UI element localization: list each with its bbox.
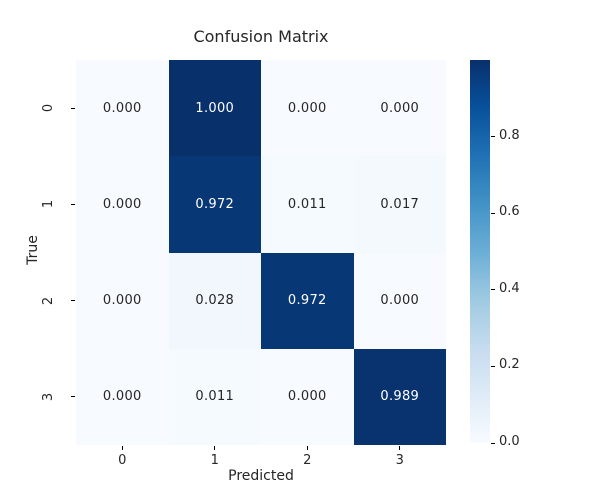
cell-value: 0.011 bbox=[287, 196, 327, 212]
colorbar-tick-mark bbox=[491, 212, 495, 214]
heatmap-cell-r3c0: 0.000 bbox=[76, 348, 169, 445]
cell-value: 0.011 bbox=[195, 389, 235, 405]
colorbar bbox=[470, 60, 490, 443]
heatmap-cell-r0c1: 1.000 bbox=[168, 60, 261, 157]
heatmap-cell-r0c2: 0.000 bbox=[261, 60, 354, 157]
colorbar-tick-label: 0.6 bbox=[499, 204, 520, 220]
heatmap-cell-r2c2: 0.972 bbox=[261, 252, 354, 349]
heatmap-cell-r2c1: 0.028 bbox=[168, 252, 261, 349]
x-tick-mark bbox=[121, 446, 123, 450]
heatmap-cell-r3c1: 0.011 bbox=[168, 348, 261, 445]
y-tick-mark bbox=[71, 107, 75, 109]
y-axis-label: True bbox=[25, 235, 41, 265]
cell-value: 0.972 bbox=[195, 196, 235, 212]
y-tick-label: 2 bbox=[41, 296, 56, 305]
y-tick-mark bbox=[71, 300, 75, 302]
cell-value: 0.000 bbox=[102, 293, 142, 309]
y-tick-mark bbox=[71, 203, 75, 205]
chart-title: Confusion Matrix bbox=[193, 27, 329, 46]
cell-value: 0.972 bbox=[287, 293, 327, 309]
y-tick-mark bbox=[71, 396, 75, 398]
colorbar-tick-mark bbox=[491, 442, 495, 444]
x-tick-label: 2 bbox=[303, 453, 312, 468]
x-tick-mark bbox=[306, 446, 308, 450]
colorbar-tick-mark bbox=[491, 289, 495, 291]
cell-value: 0.000 bbox=[380, 100, 420, 116]
cell-value: 1.000 bbox=[195, 100, 235, 116]
x-tick-label: 3 bbox=[395, 453, 404, 468]
cell-value: 0.989 bbox=[380, 389, 420, 405]
cell-value: 0.000 bbox=[102, 389, 142, 405]
heatmap-grid: 0.000 1.000 0.000 0.000 0.000 0.972 0.011 0.017… bbox=[76, 60, 446, 445]
colorbar-tick-mark bbox=[491, 136, 495, 138]
heatmap-cell-r3c3: 0.989 bbox=[353, 348, 446, 445]
colorbar-tick-label: 0.4 bbox=[499, 280, 520, 296]
cell-value: 0.000 bbox=[102, 100, 142, 116]
heatmap-cell-r2c0: 0.000 bbox=[76, 252, 169, 349]
colorbar-tick-label: 0.8 bbox=[499, 127, 520, 143]
cell-value: 0.000 bbox=[102, 196, 142, 212]
heatmap-cell-r1c1: 0.972 bbox=[168, 156, 261, 253]
y-tick-label: 0 bbox=[41, 103, 56, 113]
colorbar-tick-mark bbox=[491, 365, 495, 367]
cell-value: 0.000 bbox=[380, 293, 420, 309]
cell-value: 0.028 bbox=[195, 293, 235, 309]
colorbar-tick-label: 0.2 bbox=[499, 357, 520, 373]
cell-value: 0.000 bbox=[287, 389, 327, 405]
colorbar-tick-label: 0.0 bbox=[499, 434, 520, 449]
heatmap-cell-r2c3: 0.000 bbox=[353, 252, 446, 349]
heatmap-cell-r0c0: 0.000 bbox=[76, 60, 169, 157]
heatmap-cell-r1c3: 0.017 bbox=[353, 156, 446, 253]
heatmap-cell-r3c2: 0.000 bbox=[261, 348, 354, 445]
x-tick-mark bbox=[399, 446, 401, 450]
heatmap-cell-r1c0: 0.000 bbox=[76, 156, 169, 253]
x-tick-label: 0 bbox=[118, 453, 127, 468]
x-tick-mark bbox=[214, 446, 216, 450]
y-tick-label: 3 bbox=[41, 392, 56, 402]
cell-value: 0.017 bbox=[380, 196, 420, 212]
heatmap-cell-r0c3: 0.000 bbox=[353, 60, 446, 157]
cell-value: 0.000 bbox=[287, 100, 327, 116]
y-tick-label: 1 bbox=[41, 200, 56, 209]
heatmap-cell-r1c2: 0.011 bbox=[261, 156, 354, 253]
x-tick-label: 1 bbox=[210, 453, 219, 468]
x-axis-label: Predicted bbox=[228, 468, 294, 484]
